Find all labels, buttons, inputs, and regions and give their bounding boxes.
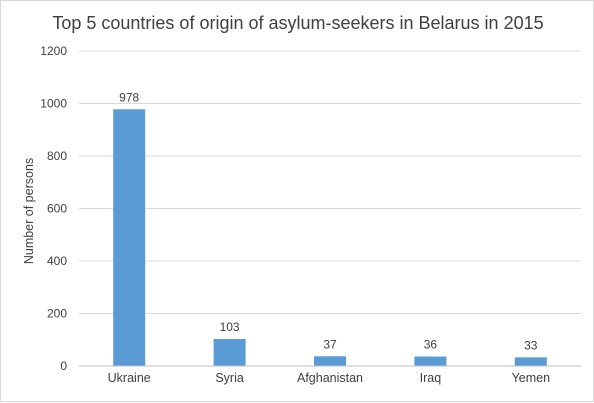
y-tick-label: 800 [47, 149, 67, 163]
y-tick-label: 0 [60, 359, 67, 373]
x-tick-label: Ukraine [108, 371, 151, 385]
x-axis-ticks: Ukraine Syria Afghanistan Iraq Yemen [108, 371, 550, 385]
bar-afghanistan [314, 356, 346, 366]
bars [113, 109, 547, 367]
x-tick-label: Iraq [420, 371, 442, 385]
y-axis-ticks: 0 200 400 600 800 1000 1200 [40, 44, 67, 373]
bar-iraq [414, 356, 447, 366]
data-label-yemen: 33 [524, 338, 538, 352]
bar-ukraine [113, 109, 146, 367]
chart-title: Top 5 countries of origin of asylum-seek… [52, 13, 543, 33]
y-tick-label: 1200 [40, 44, 67, 58]
data-label-iraq: 36 [424, 338, 438, 352]
bar-yemen [514, 357, 547, 366]
y-tick-label: 600 [47, 202, 67, 216]
y-tick-label: 200 [47, 307, 67, 321]
data-label-syria: 103 [220, 320, 240, 334]
data-label-afghanistan: 37 [323, 337, 337, 351]
bar-syria [213, 338, 246, 366]
x-tick-label: Afghanistan [297, 371, 363, 385]
x-tick-label: Yemen [512, 371, 551, 385]
y-tick-label: 400 [47, 254, 67, 268]
y-axis-label: Number of persons [22, 158, 36, 264]
gridlines [79, 50, 581, 314]
y-tick-label: 1000 [40, 97, 67, 111]
x-tick-label: Syria [215, 371, 244, 385]
data-label-ukraine: 978 [119, 90, 139, 104]
data-labels: 978 103 37 36 33 [119, 90, 538, 352]
